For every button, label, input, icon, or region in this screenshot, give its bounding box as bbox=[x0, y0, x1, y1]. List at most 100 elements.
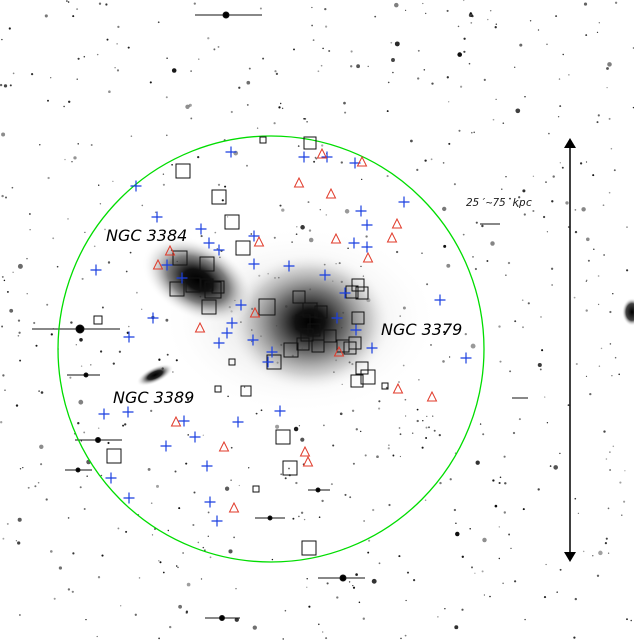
star bbox=[398, 555, 401, 558]
label-ngc3389: NGC 3389 bbox=[113, 388, 195, 407]
star bbox=[471, 131, 473, 134]
label-ngc3384: NGC 3384 bbox=[106, 226, 188, 245]
star bbox=[614, 1, 618, 4]
star bbox=[35, 344, 38, 347]
plus-marker bbox=[339, 287, 351, 299]
star bbox=[73, 156, 77, 160]
star bbox=[470, 22, 473, 24]
star bbox=[355, 573, 358, 576]
star bbox=[486, 260, 489, 262]
star bbox=[193, 2, 196, 5]
star bbox=[107, 261, 111, 264]
square-marker bbox=[169, 281, 185, 297]
star bbox=[185, 610, 189, 613]
plus-marker bbox=[460, 352, 472, 364]
star bbox=[34, 485, 37, 488]
star bbox=[101, 554, 104, 557]
star bbox=[19, 468, 22, 470]
star bbox=[38, 390, 40, 392]
star bbox=[69, 376, 72, 379]
star bbox=[50, 333, 53, 336]
star bbox=[603, 430, 606, 433]
star bbox=[1, 38, 3, 41]
star bbox=[630, 619, 632, 622]
star bbox=[252, 625, 257, 630]
star bbox=[567, 404, 570, 407]
star bbox=[443, 244, 447, 248]
star bbox=[489, 595, 491, 598]
star bbox=[577, 512, 580, 515]
star bbox=[172, 371, 174, 373]
star bbox=[613, 169, 616, 172]
star bbox=[40, 463, 43, 466]
star bbox=[238, 484, 240, 487]
star bbox=[422, 2, 424, 5]
star bbox=[165, 96, 168, 99]
star bbox=[463, 37, 466, 40]
star bbox=[592, 174, 595, 177]
square-marker bbox=[175, 163, 191, 179]
star bbox=[585, 280, 587, 282]
square-marker bbox=[185, 277, 201, 293]
star bbox=[432, 415, 434, 417]
star bbox=[15, 404, 19, 407]
star bbox=[306, 120, 308, 123]
star bbox=[524, 95, 526, 98]
star bbox=[295, 481, 298, 485]
star bbox=[67, 218, 69, 220]
star bbox=[592, 555, 594, 557]
plus-marker bbox=[176, 272, 188, 284]
plus-marker bbox=[319, 269, 331, 281]
star bbox=[27, 486, 30, 489]
star bbox=[129, 251, 132, 254]
star bbox=[417, 49, 420, 52]
star bbox=[281, 107, 284, 110]
star bbox=[555, 15, 558, 18]
plus-marker bbox=[225, 146, 237, 158]
star bbox=[126, 331, 129, 334]
plus-marker bbox=[247, 334, 259, 346]
triangle-marker bbox=[386, 231, 398, 243]
star bbox=[29, 213, 31, 215]
star bbox=[607, 507, 610, 510]
star bbox=[504, 482, 507, 485]
square-marker bbox=[307, 323, 321, 337]
star bbox=[428, 426, 430, 429]
star bbox=[605, 537, 608, 540]
star bbox=[457, 25, 460, 28]
square-marker bbox=[351, 311, 365, 325]
star bbox=[18, 331, 21, 334]
star bbox=[574, 209, 577, 211]
star bbox=[421, 252, 423, 254]
star bbox=[318, 623, 320, 626]
star bbox=[454, 625, 459, 630]
triangle-marker bbox=[228, 501, 240, 513]
star bbox=[532, 209, 535, 213]
plus-marker bbox=[213, 244, 225, 256]
star bbox=[127, 46, 130, 49]
square-marker bbox=[292, 290, 306, 304]
square-marker bbox=[345, 285, 359, 299]
star bbox=[562, 53, 564, 56]
star bbox=[162, 183, 165, 186]
star bbox=[70, 321, 73, 324]
star bbox=[514, 320, 517, 323]
star bbox=[586, 279, 588, 281]
star bbox=[81, 277, 84, 280]
star bbox=[573, 296, 576, 299]
star bbox=[492, 118, 495, 121]
star bbox=[6, 290, 9, 293]
star bbox=[130, 135, 133, 137]
star bbox=[284, 477, 287, 480]
star bbox=[548, 132, 550, 135]
star bbox=[200, 578, 203, 580]
star bbox=[96, 53, 99, 56]
star bbox=[444, 608, 446, 610]
star bbox=[308, 605, 311, 608]
star bbox=[230, 479, 232, 481]
star bbox=[598, 365, 601, 367]
star bbox=[209, 556, 212, 559]
star bbox=[108, 90, 111, 93]
